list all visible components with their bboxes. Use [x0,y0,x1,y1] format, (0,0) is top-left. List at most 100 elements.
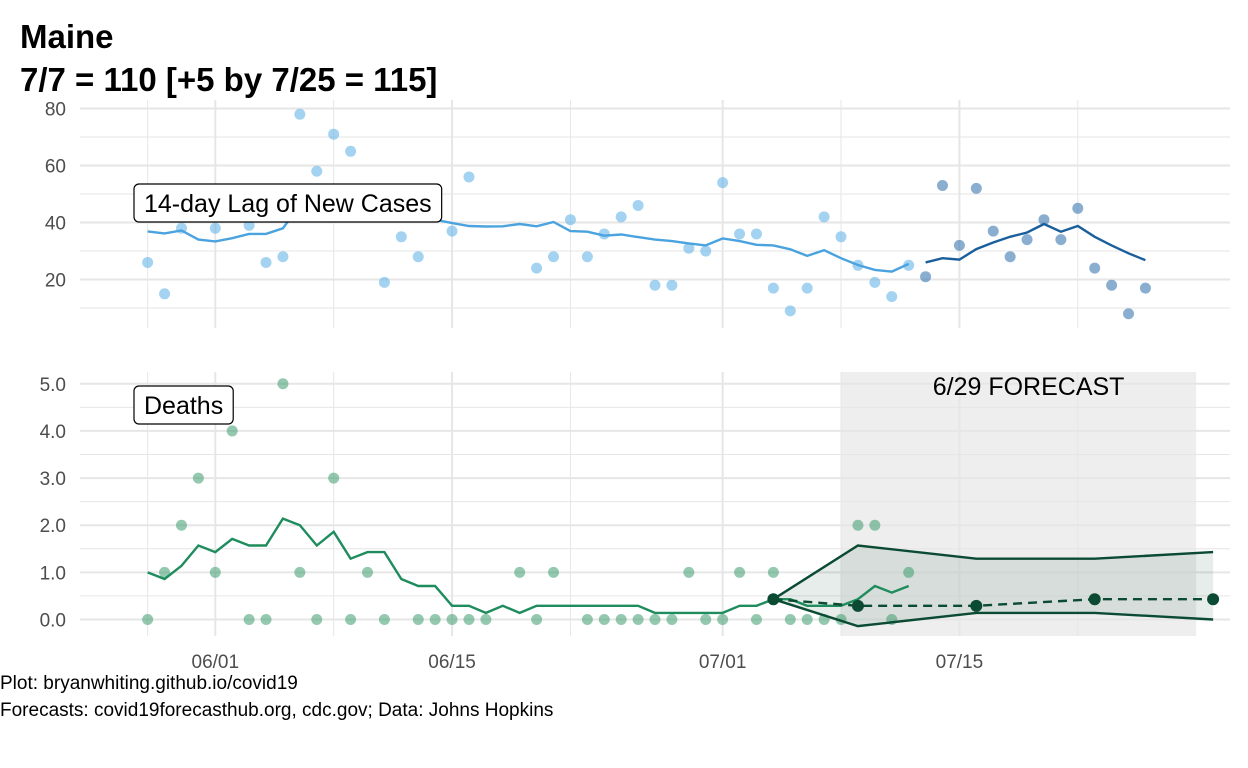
cases-point-predicted [1021,234,1033,246]
y-tick-label: 0.0 [40,611,66,632]
cases-point [886,291,898,303]
cases-point-predicted [937,180,948,191]
deaths-point [734,566,746,578]
cases-point-predicted [920,271,932,283]
forecast-label: 6/29 FORECAST [933,373,1125,401]
deaths-point [801,614,813,625]
deaths-point [243,614,255,625]
cases-point [649,279,661,291]
deaths-point [328,472,340,484]
x-tick-label: 06/01 [192,652,240,673]
x-tick-label: 07/01 [699,652,747,673]
cases-point [750,228,762,240]
cases-point-predicted [1055,234,1067,246]
cases-point [142,256,154,268]
deaths-point [717,614,729,625]
deaths-point [666,614,678,625]
cases-point [294,108,306,120]
cases-point [835,231,847,243]
deaths-point [429,614,441,625]
deaths-point [463,614,475,625]
cases-point [345,145,357,157]
cases-point [564,214,576,226]
chart-subtitle: 7/7 = 110 [+5 by 7/25 = 115] [20,61,437,98]
cases-point [412,251,424,263]
deaths-point [159,566,171,578]
deaths-point [446,614,458,625]
y-tick-label: 40 [45,214,66,235]
x-tick-label: 07/15 [936,652,984,673]
deaths-point [260,614,272,625]
deaths-label-text: Deaths [144,392,223,420]
cases-point-predicted [1004,251,1016,263]
cases-point-predicted [1139,282,1151,294]
x-tick-label: 06/15 [428,652,476,673]
y-tick-label: 4.0 [40,422,66,443]
cases-point [717,177,729,189]
y-tick-label: 2.0 [40,516,66,537]
deaths-point [345,614,357,625]
deaths-point [581,614,593,625]
deaths-point [869,519,881,531]
cases-point-predicted [1038,214,1050,226]
deaths-point [175,519,187,531]
y-tick-label: 20 [45,271,66,292]
cases-point [683,242,695,254]
cases-point-predicted [987,225,999,237]
cases-label: 14-day Lag of New Cases [133,183,443,223]
deaths-point [294,566,306,578]
cases-point [801,282,813,294]
forecast-point [851,599,864,612]
deaths-label-box [133,385,234,425]
deaths-point [277,378,289,390]
x-axis: 06/01 06/15 07/01 07/15 [192,652,984,673]
cases-label-box [133,183,443,223]
deaths-point [226,425,238,437]
cases-label-text: 14-day Lag of New Cases [144,190,432,218]
cases-point [260,256,272,268]
deaths-point [514,566,526,578]
deaths-point [142,614,154,625]
forecast-upper-line [772,544,1214,601]
cases-panel: 20 40 60 80 14-day Lag of New Cases [45,100,1230,328]
cases-point [767,282,779,294]
cases-point [311,165,323,177]
cases-point-predicted [953,239,965,251]
cases-point [632,199,644,211]
forecast-lower-line [773,598,1214,628]
cases-line-observed [147,189,910,273]
deaths-point [632,614,644,625]
deaths-point [784,614,796,625]
cases-point [734,228,746,240]
caption-plot-source: Plot: bryanwhiting.github.io/covid19 [0,673,298,694]
cases-point [463,171,475,183]
deaths-point [767,566,779,578]
forecast-point [767,593,780,606]
caption-data-source: Forecasts: covid19forecasthub.org, cdc.g… [0,700,553,721]
chart-title: Maine [20,18,114,55]
deaths-point [548,566,560,578]
cases-point [615,211,627,223]
forecast-point [1088,593,1101,606]
cases-point [700,245,712,257]
cases-point-predicted [1072,202,1084,214]
deaths-point [683,566,695,578]
cases-point [869,276,881,288]
deaths-point [615,614,627,625]
y-tick-label: 60 [45,157,66,178]
cases-point-predicted [1106,279,1118,291]
cases-point [378,276,390,288]
cases-point [903,259,915,271]
deaths-point [480,614,492,625]
cases-point [548,251,560,263]
cases-point [666,279,678,291]
cases-point [209,222,221,234]
cases-line-predicted [925,222,1146,264]
deaths-point [903,566,915,578]
deaths-point [311,614,323,625]
deaths-panel: 0.0 1.0 2.0 3.0 4.0 5.0 6/29 FORECAST Deaths [40,372,1230,636]
y-tick-label: 5.0 [40,375,66,396]
deaths-point [192,472,204,484]
y-tick-label: 1.0 [40,563,66,584]
deaths-point [412,614,424,625]
